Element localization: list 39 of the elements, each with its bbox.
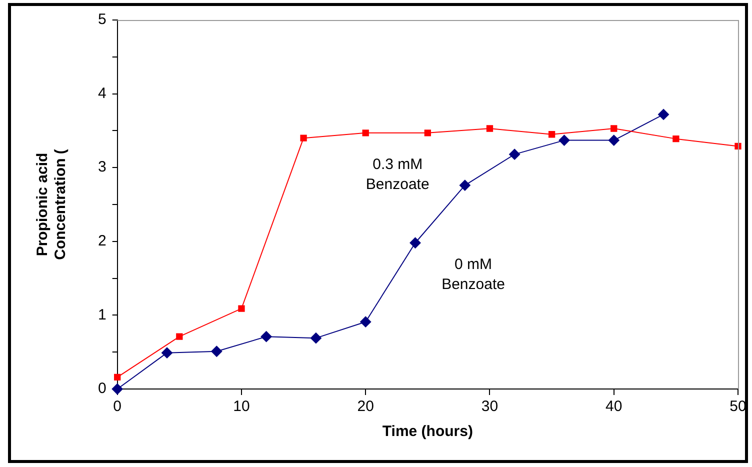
point bbox=[672, 135, 680, 142]
y-tick-label: 3 bbox=[98, 158, 106, 176]
point bbox=[658, 108, 670, 120]
point bbox=[360, 316, 372, 328]
x-tick-label: 0 bbox=[113, 398, 122, 416]
point bbox=[362, 130, 369, 136]
y-tick-label: 1 bbox=[98, 306, 106, 324]
y-tick-label: 2 bbox=[98, 232, 106, 250]
point bbox=[459, 180, 470, 191]
point bbox=[486, 125, 494, 132]
x-tick-label: 50 bbox=[730, 398, 746, 416]
point bbox=[424, 130, 431, 136]
point bbox=[260, 331, 272, 342]
series-label: 0 mM Benzoate bbox=[442, 256, 505, 294]
x-tick-label: 10 bbox=[233, 398, 250, 416]
y-tick-label: 5 bbox=[98, 11, 106, 28]
point bbox=[211, 346, 222, 357]
x-tick-label: 40 bbox=[606, 398, 622, 416]
x-axis-title: Time (hours) bbox=[382, 423, 473, 440]
point bbox=[608, 134, 620, 146]
point bbox=[734, 142, 742, 150]
point bbox=[509, 148, 520, 160]
point bbox=[112, 384, 123, 394]
point bbox=[410, 237, 421, 248]
point bbox=[114, 374, 121, 381]
point bbox=[161, 347, 172, 358]
x-tick-label: 30 bbox=[481, 398, 498, 416]
series-label: 0.3 mM Benzoate bbox=[366, 156, 430, 194]
point bbox=[300, 134, 307, 142]
point bbox=[558, 134, 570, 146]
y-tick-label: 4 bbox=[98, 84, 106, 102]
point bbox=[610, 125, 618, 132]
y-axis-title: Propionic acid Concentration ( bbox=[34, 149, 70, 260]
point bbox=[176, 333, 183, 340]
point bbox=[310, 332, 322, 344]
x-tick-label: 20 bbox=[357, 398, 374, 416]
point bbox=[238, 305, 245, 312]
y-tick-label: 0 bbox=[98, 380, 106, 398]
point bbox=[548, 131, 556, 138]
